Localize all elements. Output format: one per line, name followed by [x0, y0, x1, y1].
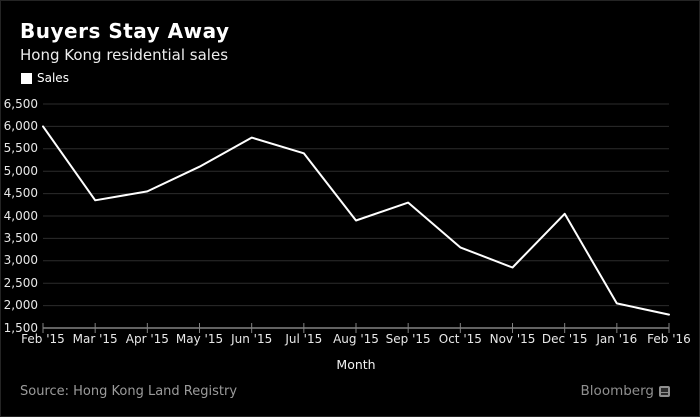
sales-line-series	[42, 125, 670, 316]
bloomberg-terminal-icon	[659, 385, 670, 397]
legend: Sales	[21, 71, 69, 85]
chart-title: Buyers Stay Away	[20, 19, 230, 43]
y-axis-tick-label: 4,000	[3, 208, 38, 223]
y-axis-tick-label: 2,000	[3, 298, 38, 313]
source-note: Source: Hong Kong Land Registry	[20, 384, 238, 399]
x-axis-tick-label: Feb '16	[647, 332, 691, 346]
y-axis-tick-label: 5,500	[3, 141, 38, 156]
x-axis-tick-label: Apr '15	[125, 332, 169, 346]
y-axis-tick-label: 4,500	[3, 186, 38, 201]
x-axis-tick-label: Jun '15	[231, 332, 273, 346]
bloomberg-wordmark: Bloomberg	[580, 383, 654, 399]
y-axis-tick-label: 3,500	[3, 230, 38, 245]
x-axis-tick-label: Aug '15	[333, 332, 379, 346]
x-axis-tick-label: Nov '15	[489, 332, 536, 346]
line-chart-plot-area	[42, 103, 670, 333]
x-axis-tick-label: Jul '15	[285, 332, 323, 346]
legend-swatch-sales	[21, 72, 32, 84]
bloomberg-logo: Bloomberg	[581, 383, 670, 399]
x-axis-tick-label: Feb '15	[21, 332, 65, 346]
legend-label-sales: Sales	[37, 71, 69, 85]
y-axis-tick-label: 3,000	[3, 253, 38, 268]
x-axis-tick-label: May '15	[175, 332, 224, 346]
y-axis-tick-label: 6,500	[3, 96, 38, 111]
y-axis-tick-label: 2,500	[3, 275, 38, 290]
y-axis-tick-label: 6,000	[3, 118, 38, 133]
y-axis-tick-label: 5,000	[3, 163, 38, 178]
x-axis-tick-label: Jan '16	[596, 332, 638, 346]
x-axis-tick-label: Mar '15	[72, 332, 118, 346]
y-axis-tick-label: 1,500	[3, 320, 38, 335]
x-axis-tick-label: Dec '15	[541, 332, 588, 346]
x-axis-tick-label: Oct '15	[438, 332, 482, 346]
chart-subtitle: Hong Kong residential sales	[20, 46, 229, 64]
x-axis-title: Month	[336, 357, 376, 372]
x-axis-tick-label: Sep '15	[385, 332, 431, 346]
